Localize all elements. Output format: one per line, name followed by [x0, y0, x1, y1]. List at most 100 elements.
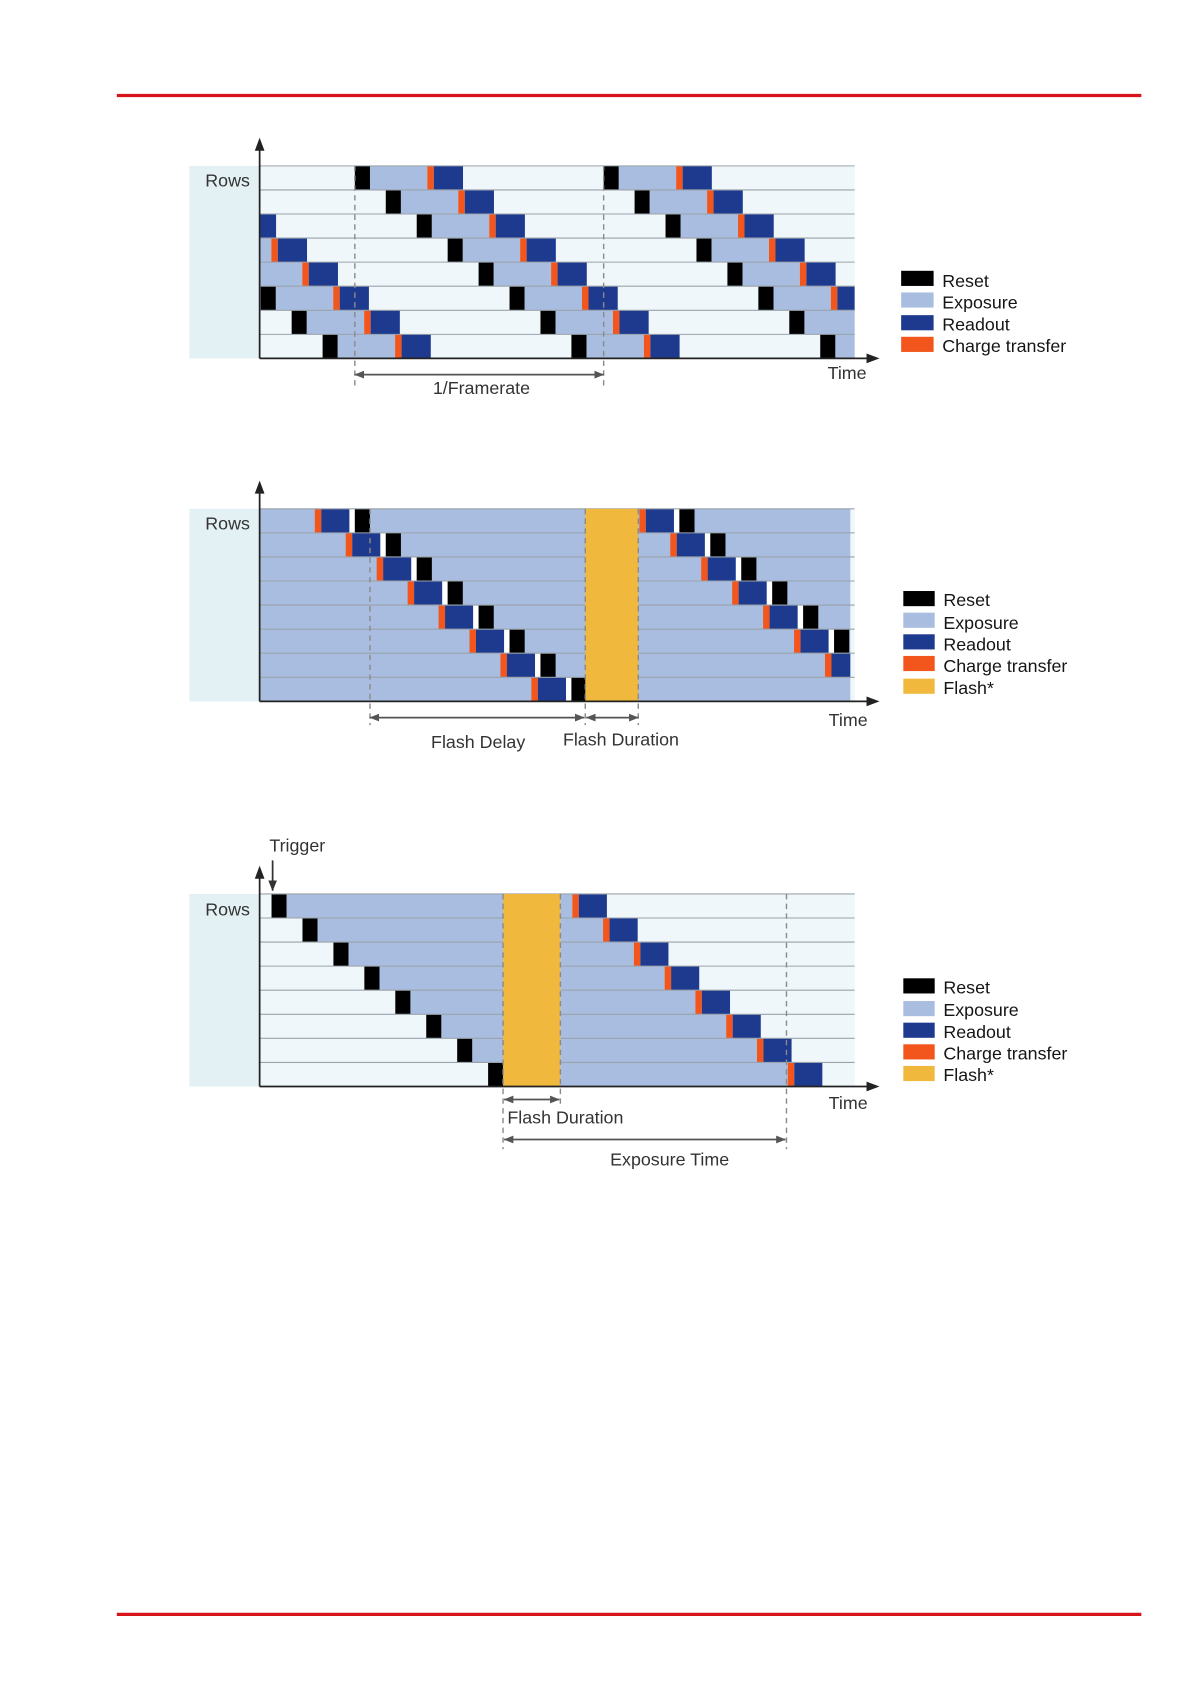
reset-segment [416, 214, 432, 239]
charge-transfer-segment [676, 165, 683, 190]
exposure-segment [400, 189, 459, 215]
flash-duration-label: Flash Duration [507, 1107, 623, 1127]
exposure-segment [286, 893, 504, 918]
reset-segment [571, 334, 587, 359]
exposure-segment [472, 1038, 504, 1063]
legend-label-charge-transfer: Charge transfer [943, 656, 1067, 676]
exposure-segment [560, 1014, 727, 1039]
reset-segment [758, 286, 774, 311]
reset-segment [710, 532, 726, 557]
time-axis-arrowhead [866, 353, 880, 364]
reset-segment [478, 262, 494, 287]
exposure-segment [618, 165, 677, 190]
readout-segment [769, 605, 798, 630]
exposure-segment [259, 262, 303, 287]
legend-label-readout: Readout [943, 1022, 1011, 1042]
charge-transfer-segment [763, 605, 770, 630]
timing-diagram-flash: Rows Time Flash Delay Flash Duration Res… [189, 480, 1067, 752]
rows-axis-arrowhead [254, 137, 265, 151]
charge-transfer-segment [333, 286, 340, 311]
readout-segment [401, 334, 431, 359]
reset-segment [509, 629, 525, 654]
reset-segment [727, 262, 743, 287]
exposure-segment [348, 942, 504, 967]
readout-segment [445, 605, 474, 630]
exposure-segment [804, 310, 855, 335]
readout-segment [650, 334, 680, 359]
readout-segment [370, 310, 400, 335]
charge-transfer-segment [395, 334, 402, 359]
exposure-segment [369, 165, 428, 190]
readout-segment [495, 214, 525, 239]
reset-segment [447, 238, 463, 263]
idle-gap-segment [566, 677, 572, 702]
readout-segment [707, 556, 736, 582]
charge-transfer-segment [603, 917, 610, 943]
readout-segment [352, 532, 381, 557]
charge-transfer-segment [707, 189, 714, 215]
reset-segment [322, 334, 338, 359]
charge-transfer-segment [364, 310, 371, 335]
readout-segment [775, 238, 805, 263]
legend-swatch-reset [901, 270, 934, 286]
legend-item-reset: Reset [903, 590, 990, 610]
flash-band [585, 508, 639, 702]
readout-segment [806, 262, 836, 287]
legend-label-charge-transfer: Charge transfer [942, 336, 1066, 356]
charge-transfer-segment [756, 1038, 764, 1063]
reset-segment [302, 917, 318, 943]
time-axis-label: Time [829, 710, 868, 730]
idle-gap-segment [411, 556, 417, 582]
reset-segment [571, 677, 587, 702]
legend-label-flash: Flash* [943, 678, 994, 698]
diagram-2-row-timeline [189, 508, 855, 702]
exposure-segment [560, 966, 665, 991]
readout-segment [476, 629, 505, 654]
readout-segment [578, 893, 607, 918]
exposure-time-label: Exposure Time [610, 1149, 729, 1169]
exposure-segment [560, 917, 604, 943]
legend-label-flash: Flash* [943, 1065, 994, 1085]
readout-segment [383, 556, 412, 582]
legend: Reset Exposure Readout Charge transfer [901, 270, 1066, 356]
readout-segment [619, 310, 649, 335]
legend-swatch-charge-transfer [901, 336, 934, 352]
idle-gap-segment [797, 605, 804, 630]
readout-segment [682, 165, 712, 190]
legend-label-charge-transfer: Charge transfer [943, 1043, 1067, 1063]
exposure-segment [835, 334, 855, 359]
idle-gap-segment [473, 605, 479, 630]
readout-segment [671, 966, 700, 991]
exposure-segment [493, 262, 552, 287]
reset-segment [291, 310, 307, 335]
legend-swatch-exposure [901, 292, 934, 308]
exposure-segment [462, 238, 521, 263]
legend-swatch-exposure [903, 1001, 935, 1017]
charge-transfer-segment [458, 189, 465, 215]
charge-transfer-segment [407, 581, 415, 606]
readout-segment [645, 508, 674, 533]
readout-segment [763, 1038, 792, 1063]
exposure-segment [711, 238, 769, 263]
idle-gap-segment [535, 653, 541, 678]
idle-gap-segment [442, 581, 448, 606]
exposure-segment [410, 990, 504, 1015]
readout-segment [526, 238, 556, 263]
exposure-segment [259, 605, 851, 630]
charge-transfer-segment [376, 556, 384, 582]
readout-segment [837, 286, 855, 311]
charge-transfer-segment [438, 605, 446, 630]
readout-segment [738, 581, 767, 606]
charge-transfer-segment [738, 214, 745, 239]
exposure-segment [317, 917, 504, 943]
legend-swatch-charge-transfer [903, 655, 935, 672]
readout-segment [713, 189, 743, 215]
readout-segment [609, 917, 638, 943]
charge-transfer-segment [794, 629, 801, 654]
charge-transfer-segment [732, 581, 739, 606]
charge-transfer-segment [427, 165, 434, 190]
charge-transfer-segment [643, 334, 651, 359]
reset-segment [364, 966, 380, 991]
legend: Reset Exposure Readout Charge transfer F… [903, 590, 1067, 698]
legend-swatch-flash [903, 1065, 935, 1082]
